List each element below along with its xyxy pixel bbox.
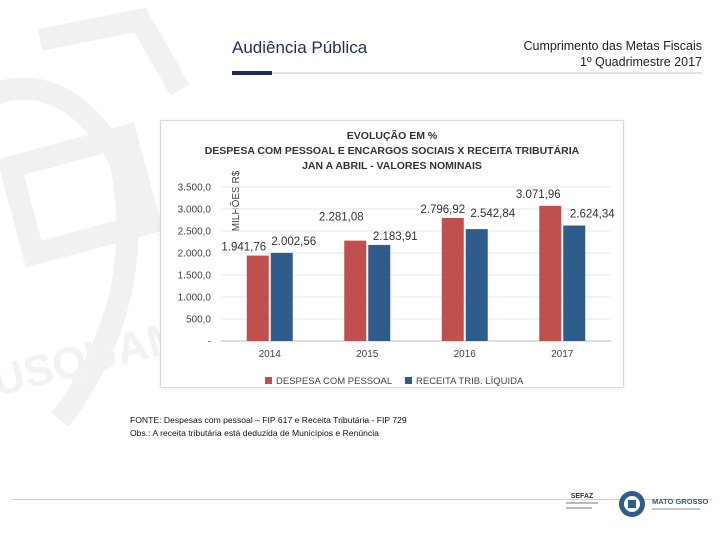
legend-label: DESPESA COM PESSOAL (276, 376, 392, 387)
mato-grosso-logo-text: MATO GROSSO (652, 497, 709, 506)
legend-swatch (265, 377, 272, 384)
y-tick-label: 1.000,0 (178, 293, 212, 304)
y-tick-label: 500,0 (186, 315, 211, 326)
chart-legend: DESPESA COM PESSOAL RECEITA TRIB. LÍQUIDA (265, 376, 524, 387)
header-divider (232, 72, 702, 74)
x-tick-label: 2017 (551, 349, 574, 360)
subtitle-line-1: Cumprimento das Metas Fiscais (523, 39, 702, 53)
y-tick-label: 3.500,0 (178, 183, 212, 194)
x-tick-label: 2016 (454, 349, 477, 360)
data-label: 2.796,92 (420, 204, 465, 216)
y-tick-label: - (208, 337, 211, 348)
bar-receita-2017 (563, 225, 586, 341)
y-tick-label: 2.000,0 (178, 249, 212, 260)
chart-bars (246, 205, 586, 341)
data-label: 2.183,91 (373, 231, 418, 243)
footer-logos: SEFAZ MATO GROSSO (566, 491, 709, 517)
chart-title-line-3: JAN A ABRIL - VALORES NOMINAIS (302, 160, 482, 172)
bar-despesa-2014 (246, 255, 269, 341)
header-accent-bar (232, 71, 272, 75)
obs-note: Obs.: A receita tributária está deduzida… (130, 428, 379, 438)
x-tick-label: 2014 (259, 349, 282, 360)
subtitle-line-2: 1º Quadrimestre 2017 (580, 55, 702, 69)
bar-receita-2016 (465, 229, 488, 341)
data-label: 2.542,84 (470, 208, 515, 220)
y-tick-label: 1.500,0 (178, 271, 212, 282)
bar-despesa-2015 (344, 240, 367, 341)
y-tick-label: 3.000,0 (178, 205, 212, 216)
chart-title-line-1: EVOLUÇÃO EM % (347, 129, 438, 142)
mato-grosso-crest-icon (619, 491, 645, 517)
source-note: FONTE: Despesas com pessoal – FIP 617 e … (130, 415, 407, 425)
bar-despesa-2016 (441, 217, 464, 341)
legend-label: RECEITA TRIB. LÍQUIDA (416, 376, 524, 387)
chart-container: EVOLUÇÃO EM % DESPESA COM PESSOAL E ENCA… (160, 120, 624, 388)
legend-swatch (405, 377, 412, 384)
y-axis-label: MILHÕES R$ (229, 170, 242, 231)
x-tick-label: 2015 (356, 349, 379, 360)
data-label: 3.071,96 (516, 189, 561, 201)
bar-chart: EVOLUÇÃO EM % DESPESA COM PESSOAL E ENCA… (178, 129, 616, 387)
chart-notes: FONTE: Despesas com pessoal – FIP 617 e … (130, 414, 407, 440)
y-tick-label: 2.500,0 (178, 227, 212, 238)
page-title: Audiência Pública (232, 38, 368, 57)
bar-despesa-2017 (539, 205, 562, 341)
mato-grosso-logo-line (652, 508, 700, 510)
bar-receita-2015 (368, 244, 391, 341)
data-label: 2.281,08 (319, 212, 364, 224)
chart-data-labels: 1.941,76 2.002,562.281,08 2.183,91 2.796,92… (221, 189, 615, 254)
sefaz-logo-line (566, 502, 598, 504)
bar-receita-2014 (270, 252, 293, 341)
chart-title-line-2: DESPESA COM PESSOAL E ENCARGOS SOCIAIS X… (205, 144, 580, 157)
data-label: 2.002,56 (271, 236, 316, 248)
footer-divider (12, 499, 712, 500)
sefaz-logo-text: SEFAZ (571, 493, 594, 500)
sefaz-logo-line-2 (566, 507, 592, 509)
data-label: 1.941,76 (221, 242, 266, 254)
data-label: 2.624,34 (570, 209, 615, 221)
page-subtitle: Cumprimento das Metas Fiscais 1º Quadrim… (523, 38, 702, 70)
